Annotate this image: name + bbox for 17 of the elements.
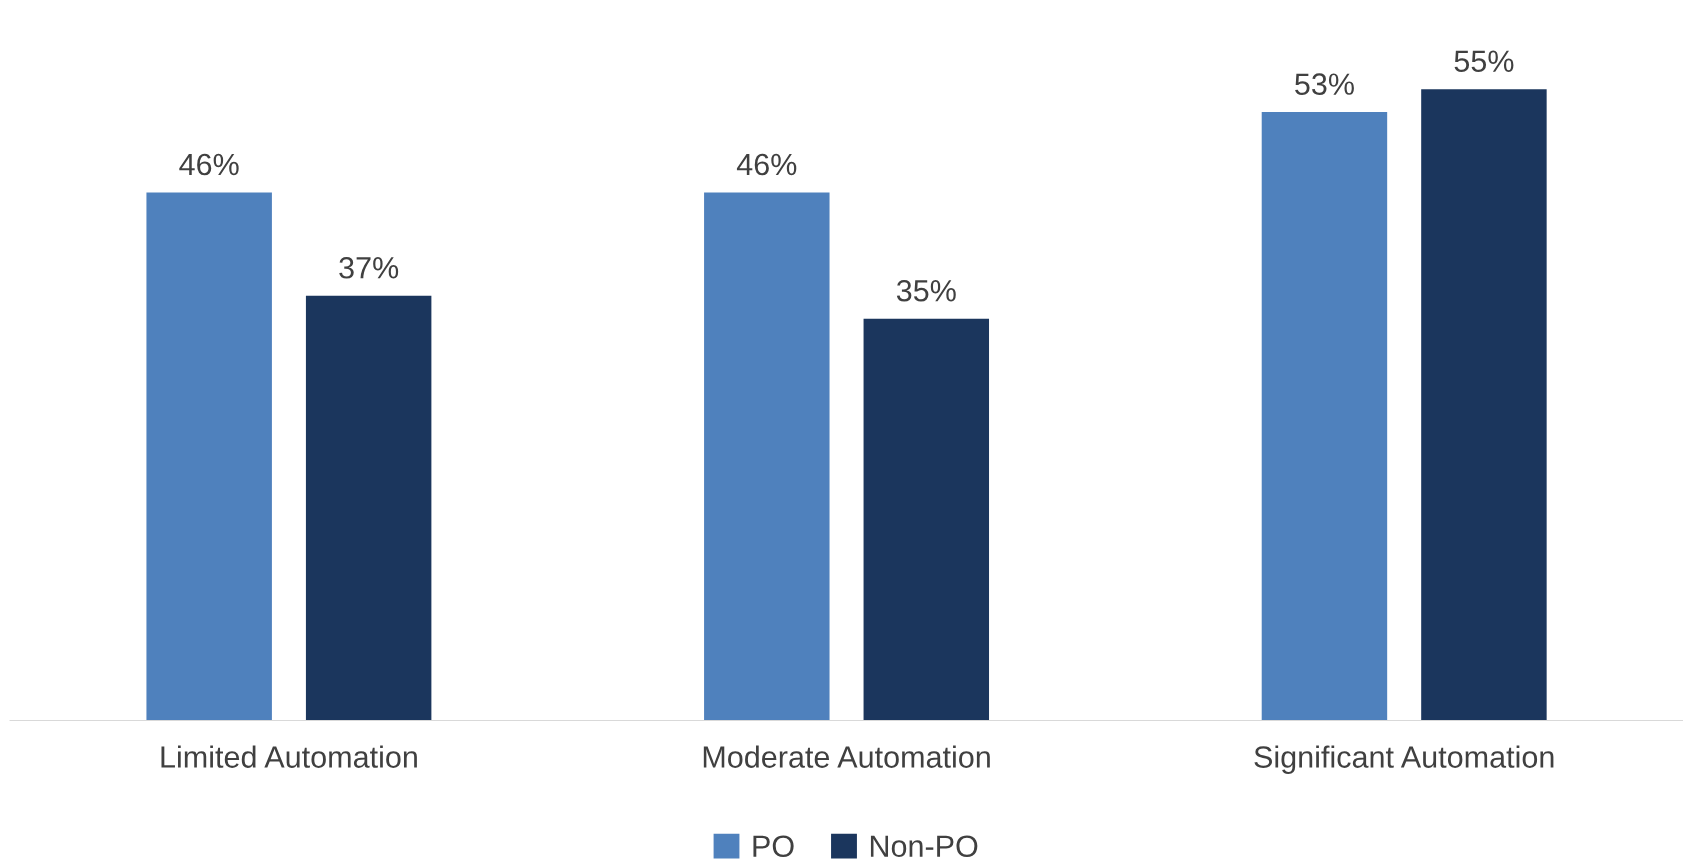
legend-label: Non-PO (870, 835, 978, 858)
data-label: 46% (736, 153, 797, 176)
data-label: 35% (896, 279, 956, 302)
x-tick-label: Significant Automation (1254, 745, 1554, 774)
bar (704, 192, 830, 721)
x-tick-label: Limited Automation (161, 745, 417, 768)
bar (1421, 89, 1547, 721)
data-label: 55% (1454, 50, 1514, 73)
bar (305, 295, 432, 721)
bar (863, 318, 990, 721)
data-label: 37% (339, 256, 399, 279)
bar (1261, 112, 1388, 721)
data-label: 46% (179, 153, 239, 176)
bar (146, 192, 272, 721)
x-tick-label: Moderate Automation (703, 745, 990, 768)
legend-label: PO (753, 835, 794, 858)
data-label: 53% (1295, 73, 1354, 95)
